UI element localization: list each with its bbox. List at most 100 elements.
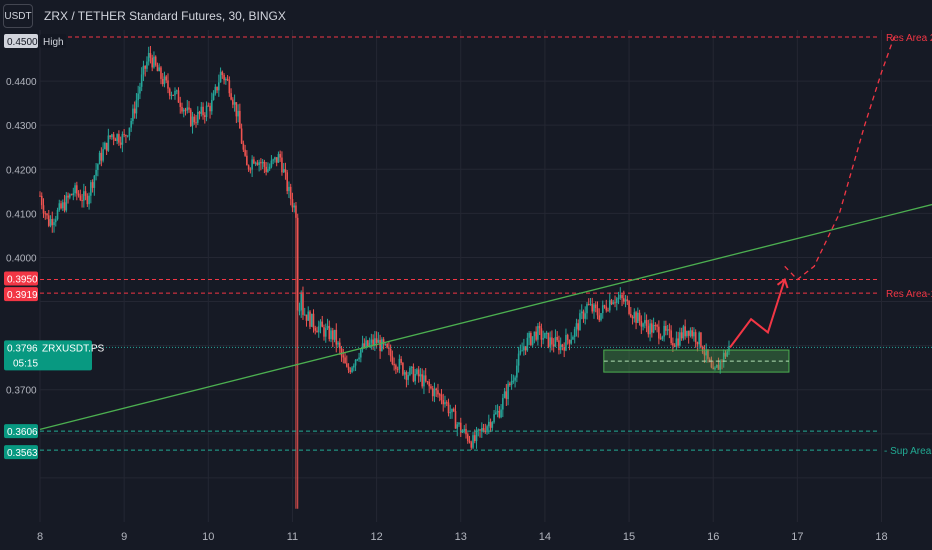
candle-body	[451, 408, 453, 413]
candle-body	[111, 134, 113, 138]
candle-body	[677, 338, 679, 346]
currency-button[interactable]: USDT	[3, 4, 33, 28]
candle-body	[65, 195, 68, 211]
candle-body	[403, 372, 406, 375]
candle-body	[240, 128, 243, 144]
candle-body	[335, 329, 338, 345]
candle-body	[223, 75, 225, 81]
candle-body	[368, 342, 371, 347]
candle-body	[317, 326, 320, 333]
candle-body	[88, 195, 90, 205]
candle-body	[244, 149, 246, 156]
candle-body	[517, 353, 520, 366]
candle-body	[83, 191, 85, 201]
candle-body	[314, 327, 317, 331]
candle-body	[486, 426, 488, 433]
candle-body	[379, 339, 381, 352]
candle-body	[98, 152, 101, 165]
candle-body	[638, 312, 641, 321]
countdown-label: 05:15	[13, 358, 38, 369]
res-lower-tag: 0.3919	[7, 290, 38, 301]
candle-body	[307, 311, 310, 321]
candle-body	[410, 366, 413, 368]
candle-body	[500, 409, 502, 418]
candle-body	[480, 428, 483, 431]
candle-body	[505, 391, 508, 400]
candle-body	[438, 394, 441, 396]
candle-body	[603, 305, 606, 307]
candle-body	[524, 346, 527, 351]
candle-body	[680, 332, 683, 339]
candle-body	[447, 402, 450, 414]
candle-body	[118, 134, 120, 143]
candle-body	[109, 135, 111, 138]
candle-body	[416, 369, 418, 375]
res-upper-tag: 0.3950	[7, 275, 38, 286]
candle-body	[630, 313, 632, 317]
candle-body	[496, 410, 499, 413]
trendline	[39, 203, 932, 431]
candle-body	[528, 332, 530, 338]
candle-body	[125, 135, 127, 137]
candle-body	[209, 105, 211, 112]
candle-body	[254, 162, 257, 164]
candle-body	[570, 339, 573, 344]
candle-body	[309, 311, 311, 327]
candle-body	[712, 367, 715, 370]
candle-body	[554, 336, 557, 347]
candle-body	[133, 108, 136, 114]
candle-body	[649, 323, 651, 335]
candle-body	[195, 122, 197, 124]
res-area-1-label: Res Area-1	[886, 289, 932, 300]
candle-body	[137, 93, 139, 101]
candle-body	[463, 428, 466, 432]
candle-body	[479, 429, 481, 431]
candle-body	[156, 65, 159, 72]
high-price-tag-bg	[4, 34, 38, 48]
candle-body	[721, 360, 723, 362]
candle-body	[256, 162, 259, 165]
candle-body	[495, 412, 497, 415]
candle-body	[477, 429, 480, 431]
candle-body	[619, 294, 622, 298]
candle-body	[440, 394, 443, 401]
candle-body	[461, 431, 464, 433]
candle-body	[454, 411, 457, 429]
candle-body	[514, 377, 516, 381]
candle-body	[258, 162, 260, 165]
candle-body	[370, 339, 373, 343]
candle-body	[216, 86, 218, 91]
candle-body	[375, 338, 378, 343]
candle-body	[412, 366, 415, 382]
candle-body	[63, 202, 66, 211]
candle-body	[153, 56, 155, 68]
candle-body	[710, 361, 713, 368]
candle-body	[503, 391, 506, 398]
candle-body	[656, 325, 658, 327]
candle-body	[691, 330, 693, 337]
candle-body	[622, 298, 625, 302]
high-label-bg	[40, 34, 66, 48]
candle-body	[165, 76, 168, 81]
candle-body	[612, 302, 615, 305]
time-axis-label: 18	[875, 531, 887, 543]
candle-body	[326, 325, 329, 329]
candle-body	[193, 116, 196, 123]
candle-body	[265, 166, 267, 172]
candle-body	[298, 310, 301, 312]
candle-body	[261, 161, 264, 164]
candle-body	[279, 154, 281, 158]
candle-body	[260, 162, 262, 164]
candle-body	[333, 329, 336, 340]
candle-body	[654, 324, 657, 326]
candle-body	[407, 375, 409, 380]
candle-body	[624, 299, 627, 302]
candle-body	[722, 352, 725, 362]
candle-body	[76, 185, 78, 194]
time-axis-label: 13	[455, 531, 467, 543]
candle-body	[126, 135, 129, 137]
candle-body	[330, 330, 332, 340]
candle-body	[682, 326, 685, 339]
candle-body	[675, 338, 678, 347]
